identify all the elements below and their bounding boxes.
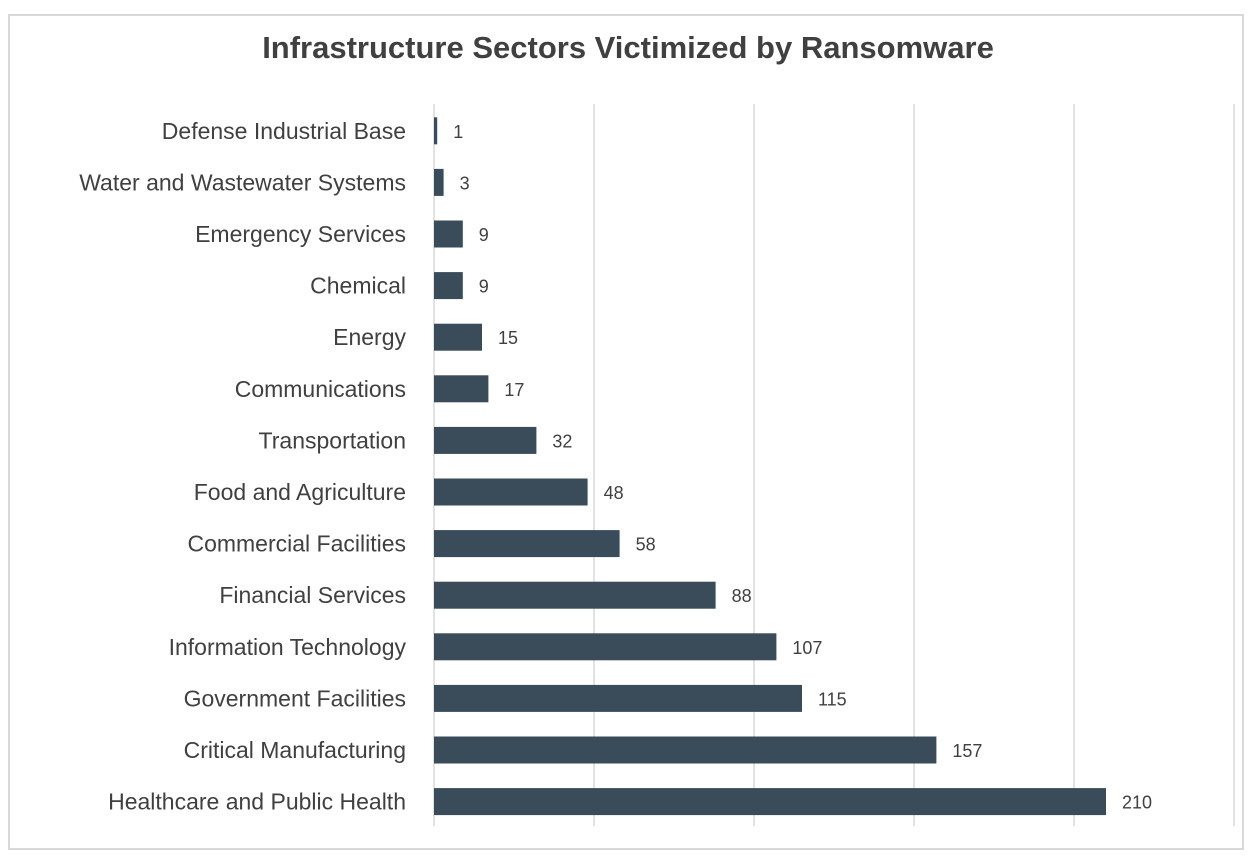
data-label: 157 — [952, 741, 982, 761]
category-label: Chemical — [310, 273, 406, 299]
bar — [434, 168, 444, 196]
bar — [434, 530, 620, 558]
data-label: 17 — [504, 380, 524, 400]
bar — [434, 478, 588, 506]
data-label: 58 — [636, 535, 656, 555]
bar — [434, 684, 802, 712]
category-label: Transportation — [259, 427, 406, 453]
data-label: 107 — [792, 638, 822, 658]
data-label: 9 — [479, 225, 489, 245]
category-label: Critical Manufacturing — [184, 737, 406, 763]
category-label: Healthcare and Public Health — [108, 789, 406, 815]
category-label: Emergency Services — [195, 221, 406, 247]
bar — [434, 736, 937, 764]
bar — [434, 220, 463, 248]
data-label: 88 — [732, 586, 752, 606]
category-label: Water and Wastewater Systems — [79, 169, 406, 195]
chart-title: Infrastructure Sectors Victimized by Ran… — [262, 30, 994, 65]
bar — [434, 581, 716, 609]
data-label: 210 — [1122, 793, 1152, 813]
data-label: 15 — [498, 328, 518, 348]
data-label: 1 — [453, 122, 463, 142]
category-label: Government Facilities — [184, 685, 406, 711]
data-label: 3 — [460, 173, 470, 193]
bar — [434, 633, 777, 661]
category-label: Information Technology — [169, 634, 407, 660]
data-label: 32 — [552, 431, 572, 451]
bar — [434, 375, 489, 403]
data-label: 48 — [604, 483, 624, 503]
bar — [434, 788, 1106, 816]
category-label: Defense Industrial Base — [162, 118, 406, 144]
data-label: 9 — [479, 277, 489, 297]
bar — [434, 117, 438, 145]
bar — [434, 272, 463, 300]
category-label: Energy — [333, 324, 406, 350]
data-label: 115 — [818, 689, 847, 709]
bar — [434, 426, 537, 454]
bar — [434, 323, 482, 351]
category-label: Food and Agriculture — [194, 479, 406, 505]
category-label: Commercial Facilities — [187, 531, 406, 557]
category-label: Communications — [235, 376, 406, 402]
category-label: Financial Services — [219, 582, 406, 608]
